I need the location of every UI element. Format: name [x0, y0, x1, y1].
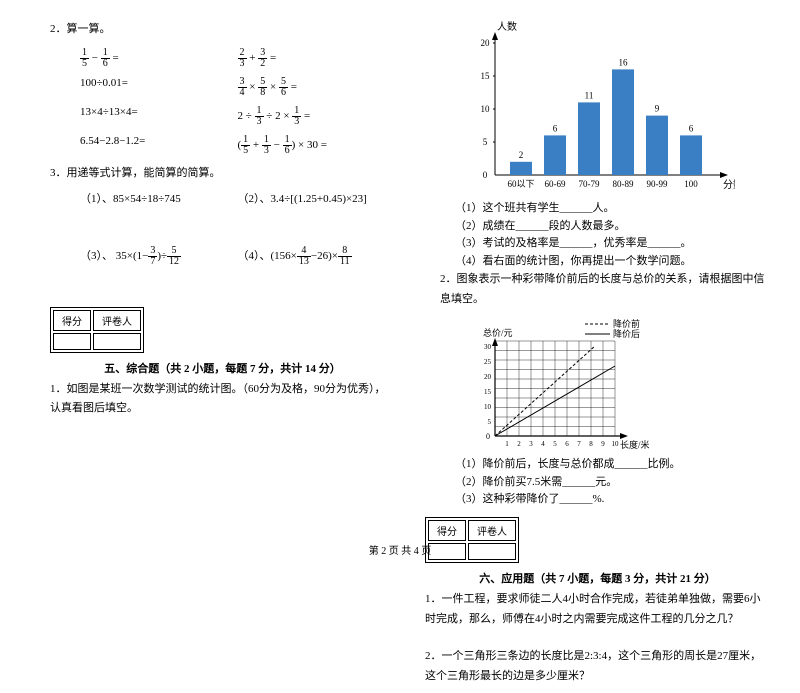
q3-2: （2）、3.4÷[(1.25+0.45)×23] — [238, 190, 396, 206]
svg-text:9: 9 — [655, 104, 660, 114]
svg-text:10: 10 — [481, 104, 491, 114]
grader-cell: 评卷人 — [93, 310, 141, 331]
eq1b: 23 + 32 = — [238, 48, 396, 69]
svg-text:2: 2 — [517, 440, 521, 448]
svg-text:9: 9 — [601, 440, 605, 448]
score-row-5: 得分评卷人 — [50, 307, 395, 356]
svg-text:8: 8 — [589, 440, 593, 448]
q5-1: 1．如图是某班一次数学测试的统计图。（60分为及格，90分为优秀），认真看图后填… — [50, 380, 395, 420]
svg-text:总价/元: 总价/元 — [483, 327, 513, 338]
svg-text:60以下: 60以下 — [507, 179, 534, 189]
ylabel: 人数 — [497, 20, 517, 33]
svg-text:80-89: 80-89 — [613, 179, 634, 189]
eq2b: 34 × 58 × 56 = — [238, 77, 396, 98]
section6-title: 六、应用题（共 7 小题，每题 3 分，共计 21 分） — [425, 570, 770, 586]
svg-text:2: 2 — [519, 150, 524, 160]
svg-text:5: 5 — [483, 137, 488, 147]
q6-1: 1．一件工程，要求师徒二人4小时合作完成，若徒弟单独做，需要6小时完成，那么，师… — [425, 590, 770, 630]
eq-row-3: 13×4÷13×4= 2 ÷ 13 ÷ 2 × 13 = — [80, 106, 395, 127]
q3-label: 3．用递等式计算，能简算的简算。 — [50, 164, 395, 184]
bar-chart-svg: 人数 0 5 10 15 20 2 60以下 6 60-69 11 70-79 16 80-8… — [455, 20, 735, 200]
score-cell6: 得分 — [428, 520, 466, 541]
s4: （4）看右面的统计图，你再提出一个数学问题。 — [455, 253, 770, 271]
svg-text:长度/米: 长度/米 — [620, 439, 650, 450]
svg-text:15: 15 — [481, 71, 491, 81]
eq4a: 6.54−2.8−1.2= — [80, 135, 238, 156]
q2-label: 2．算一算。 — [50, 20, 395, 40]
svg-text:15: 15 — [484, 388, 492, 396]
svg-text:20: 20 — [484, 373, 492, 381]
s3: （3）考试的及格率是______，优秀率是______。 — [455, 235, 770, 253]
score-cell: 得分 — [53, 310, 91, 331]
svg-text:60-69: 60-69 — [545, 179, 566, 189]
eq2a: 100÷0.01= — [80, 77, 238, 98]
left-column: 2．算一算。 15 − 16 = 23 + 32 = 100÷0.01= 34 … — [50, 20, 395, 693]
eq-row-4: 6.54−2.8−1.2= (15 + 13 − 16) × 30 = — [80, 135, 395, 156]
svg-text:70-79: 70-79 — [579, 179, 600, 189]
ls2: （2）降价前买7.5米需______元。 — [455, 474, 770, 492]
svg-text:0: 0 — [486, 432, 490, 441]
r-q2: 2．图象表示一种彩带降价前后的长度与总价的关系，请根据图中信息填空。 — [440, 270, 770, 310]
svg-text:3: 3 — [529, 440, 533, 448]
svg-text:6: 6 — [689, 123, 694, 133]
svg-text:10: 10 — [484, 403, 492, 411]
svg-text:10: 10 — [612, 440, 620, 448]
page-footer: 第 2 页 共 4 页 — [0, 542, 800, 557]
q3-3: （3）、 35×(1−37)÷512 — [80, 246, 238, 267]
svg-text:20: 20 — [481, 38, 491, 48]
q3-row2: （3）、 35×(1−37)÷512 （4）、(156×413−26)×811 — [80, 246, 395, 267]
line-chart-svg: 降价前 降价后 总价/元 1234567891051015202530 长度/米… — [465, 316, 665, 456]
eq-row-1: 15 − 16 = 23 + 32 = — [80, 48, 395, 69]
svg-text:6: 6 — [553, 123, 558, 133]
eq3b: 2 ÷ 13 ÷ 2 × 13 = — [238, 106, 396, 127]
svg-text:1: 1 — [505, 440, 509, 448]
svg-text:90-99: 90-99 — [647, 179, 668, 189]
eq4b: (15 + 13 − 16) × 30 = — [238, 135, 396, 156]
s1: （1）这个班共有学生______人。 — [455, 200, 770, 218]
section5-title: 五、综合题（共 2 小题，每题 7 分，共计 14 分） — [50, 360, 395, 376]
score-table: 得分评卷人 — [50, 307, 144, 353]
svg-text:11: 11 — [585, 90, 594, 100]
svg-text:6: 6 — [565, 440, 569, 448]
eq1a: 15 − 16 = — [80, 48, 238, 69]
eq3a: 13×4÷13×4= — [80, 106, 238, 127]
svg-text:25: 25 — [484, 358, 492, 366]
q3-1: （1）、85×54÷18÷745 — [80, 190, 238, 206]
line-chart: 降价前 降价后 总价/元 1234567891051015202530 长度/米… — [465, 316, 665, 456]
svg-text:5: 5 — [488, 418, 492, 426]
eq-row-2: 100÷0.01= 34 × 58 × 56 = — [80, 77, 395, 98]
svg-text:降价后: 降价后 — [613, 328, 640, 339]
xlabel: 分数 — [723, 178, 735, 191]
ls1: （1）降价前后，长度与总价都成______比例。 — [455, 456, 770, 474]
ls3: （3）这种彩带降价了______%. — [455, 491, 770, 509]
s2: （2）成绩在______段的人数最多。 — [455, 218, 770, 236]
right-column: 人数 0 5 10 15 20 260以下660-691170-791680-8… — [425, 20, 770, 693]
q3-row1: （1）、85×54÷18÷745 （2）、3.4÷[(1.25+0.45)×23… — [80, 190, 395, 206]
bar-chart: 人数 0 5 10 15 20 2 60以下 6 60-69 11 70-79 16 80-8… — [455, 20, 735, 200]
svg-text:降价前: 降价前 — [613, 318, 640, 329]
svg-text:4: 4 — [541, 440, 545, 448]
svg-text:30: 30 — [484, 343, 492, 351]
q3-4: （4）、(156×413−26)×811 — [238, 246, 396, 267]
svg-text:100: 100 — [684, 179, 698, 189]
svg-text:5: 5 — [553, 440, 557, 448]
svg-text:16: 16 — [619, 57, 629, 67]
svg-text:0: 0 — [483, 170, 488, 180]
q6-2: 2．一个三角形三条边的长度比是2:3:4，这个三角形的周长是27厘米，这个三角形… — [425, 647, 770, 687]
svg-text:7: 7 — [577, 440, 581, 448]
grader-cell6: 评卷人 — [468, 520, 516, 541]
